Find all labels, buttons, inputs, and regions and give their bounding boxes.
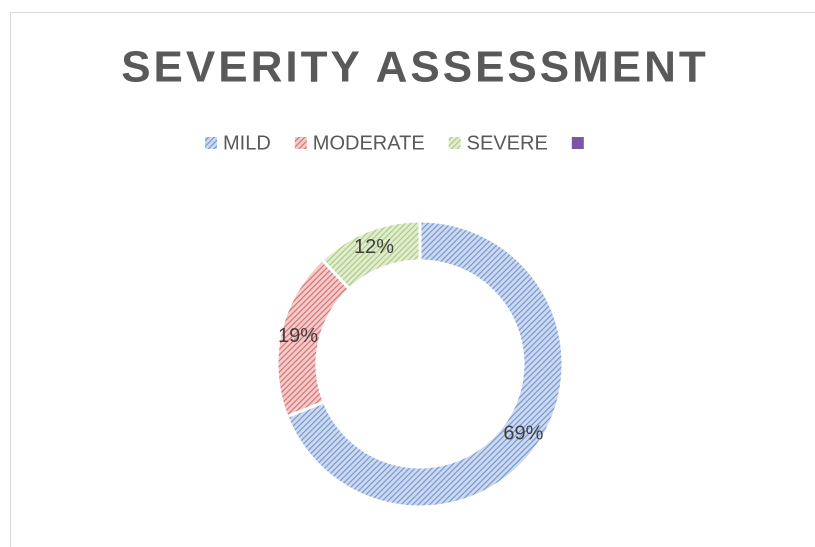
data-label: 69% bbox=[503, 423, 543, 445]
donut-slice bbox=[319, 219, 422, 292]
legend-swatch bbox=[205, 137, 217, 149]
legend-label: MILD bbox=[223, 132, 271, 154]
legend-label: MODERATE bbox=[313, 132, 425, 154]
chart-frame bbox=[10, 12, 815, 547]
legend-swatch bbox=[571, 137, 584, 149]
legend-swatch bbox=[294, 137, 307, 149]
legend-label: SEVERE bbox=[467, 132, 548, 154]
data-label: 12% bbox=[354, 236, 394, 258]
legend-swatch bbox=[448, 137, 461, 149]
data-label: 19% bbox=[278, 325, 318, 347]
chart-title: SEVERITY ASSESSMENT bbox=[121, 43, 709, 92]
donut-slice bbox=[285, 219, 565, 509]
